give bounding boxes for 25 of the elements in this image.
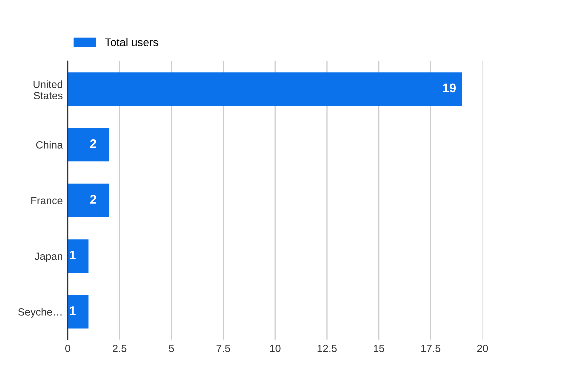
bar bbox=[68, 72, 462, 106]
data-label: 19 bbox=[443, 84, 456, 93]
data-label: 1 bbox=[70, 306, 76, 316]
x-tick-label: 10 bbox=[270, 344, 281, 352]
y-tick-label: China bbox=[36, 141, 64, 149]
data-label: 2 bbox=[90, 195, 96, 204]
y-tick-label: United States bbox=[34, 80, 63, 100]
x-tick-label: 7.5 bbox=[216, 345, 230, 352]
bar bbox=[68, 240, 89, 274]
x-tick-label: 2.5 bbox=[113, 344, 127, 352]
x-tick-label: 17.5 bbox=[422, 345, 441, 352]
y-tick-label: Seyche… bbox=[18, 308, 62, 318]
legend-label: Total users bbox=[105, 38, 158, 46]
x-tick-label: 5 bbox=[169, 345, 174, 352]
x-tick-label: 20 bbox=[477, 344, 488, 352]
bar bbox=[68, 128, 110, 162]
bar bbox=[68, 184, 110, 218]
x-tick-label: 15 bbox=[374, 345, 384, 352]
bar bbox=[68, 295, 89, 329]
data-label: 2 bbox=[90, 139, 96, 148]
data-label: 1 bbox=[70, 250, 76, 260]
y-tick-label: Japan bbox=[34, 252, 62, 262]
x-tick-label: 12.5 bbox=[318, 344, 337, 352]
y-tick-label: France bbox=[32, 197, 63, 205]
x-tick-label: 0 bbox=[66, 344, 70, 352]
